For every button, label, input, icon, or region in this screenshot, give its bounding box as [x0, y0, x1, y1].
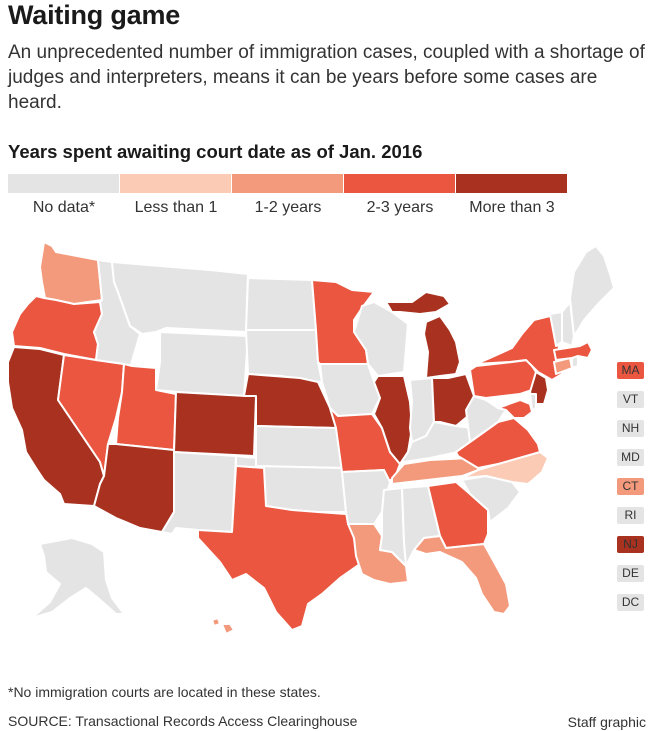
state-ky	[399, 421, 473, 465]
state-az	[93, 443, 175, 533]
footnote: *No immigration courts are located in th…	[8, 684, 321, 700]
legend-swatch-more-than-3	[456, 174, 567, 193]
state-de	[529, 393, 537, 411]
state-pa	[469, 359, 537, 399]
state-hi	[211, 617, 235, 635]
state-me	[569, 245, 615, 337]
legend-swatch-2-3-years	[344, 174, 455, 193]
state-nd	[245, 277, 317, 331]
us-states-map	[7, 241, 615, 635]
credit-line: Staff graphic	[567, 714, 646, 730]
states-layer	[7, 241, 615, 635]
legend-title: Years spent awaiting court date as of Ja…	[8, 141, 423, 162]
small-state-de: DE	[617, 565, 644, 582]
legend-label-more-than-3: More than 3	[469, 199, 555, 216]
small-state-ct: CT	[617, 478, 644, 495]
small-state-nh: NH	[617, 420, 644, 437]
legend-color-bar	[8, 174, 568, 193]
legend-swatch-1-2-years	[232, 174, 343, 193]
legend-label-2-3-years: 2-3 years	[366, 199, 434, 216]
legend-swatch-less-than-1	[120, 174, 231, 193]
state-ks	[255, 425, 343, 469]
legend-labels: No data* Less than 1 1-2 years 2-3 years…	[8, 199, 568, 221]
state-nm	[161, 451, 237, 535]
source-line: SOURCE: Transactional Records Access Cle…	[8, 713, 358, 729]
state-il	[373, 375, 413, 465]
state-ak	[31, 537, 125, 619]
small-states-key: MA VT NH MD CT RI NJ DE DC	[617, 362, 645, 623]
state-co	[173, 391, 257, 457]
small-state-vt: VT	[617, 391, 644, 408]
small-state-dc: DC	[617, 594, 644, 611]
state-ar	[341, 469, 391, 525]
state-md	[497, 399, 533, 419]
state-mi	[385, 291, 461, 379]
legend-label-1-2-years: 1-2 years	[254, 199, 322, 216]
small-state-nj: NJ	[617, 536, 644, 553]
legend-label-no-data: No data*	[32, 199, 96, 216]
state-wa	[39, 241, 103, 305]
legend-swatch-no-data	[8, 174, 119, 193]
state-mt	[111, 261, 249, 335]
small-state-md: MD	[617, 449, 644, 466]
state-tx	[197, 465, 361, 631]
small-state-ri: RI	[617, 507, 644, 524]
state-ma	[553, 341, 593, 361]
state-fl	[413, 535, 511, 615]
legend-label-less-than-1: Less than 1	[134, 199, 218, 216]
state-wy	[155, 331, 249, 397]
small-state-ma: MA	[617, 362, 644, 379]
state-wi	[353, 301, 409, 377]
page-title: Waiting game	[8, 0, 181, 30]
page-subtitle: An unprecedented number of immigration c…	[8, 42, 645, 113]
